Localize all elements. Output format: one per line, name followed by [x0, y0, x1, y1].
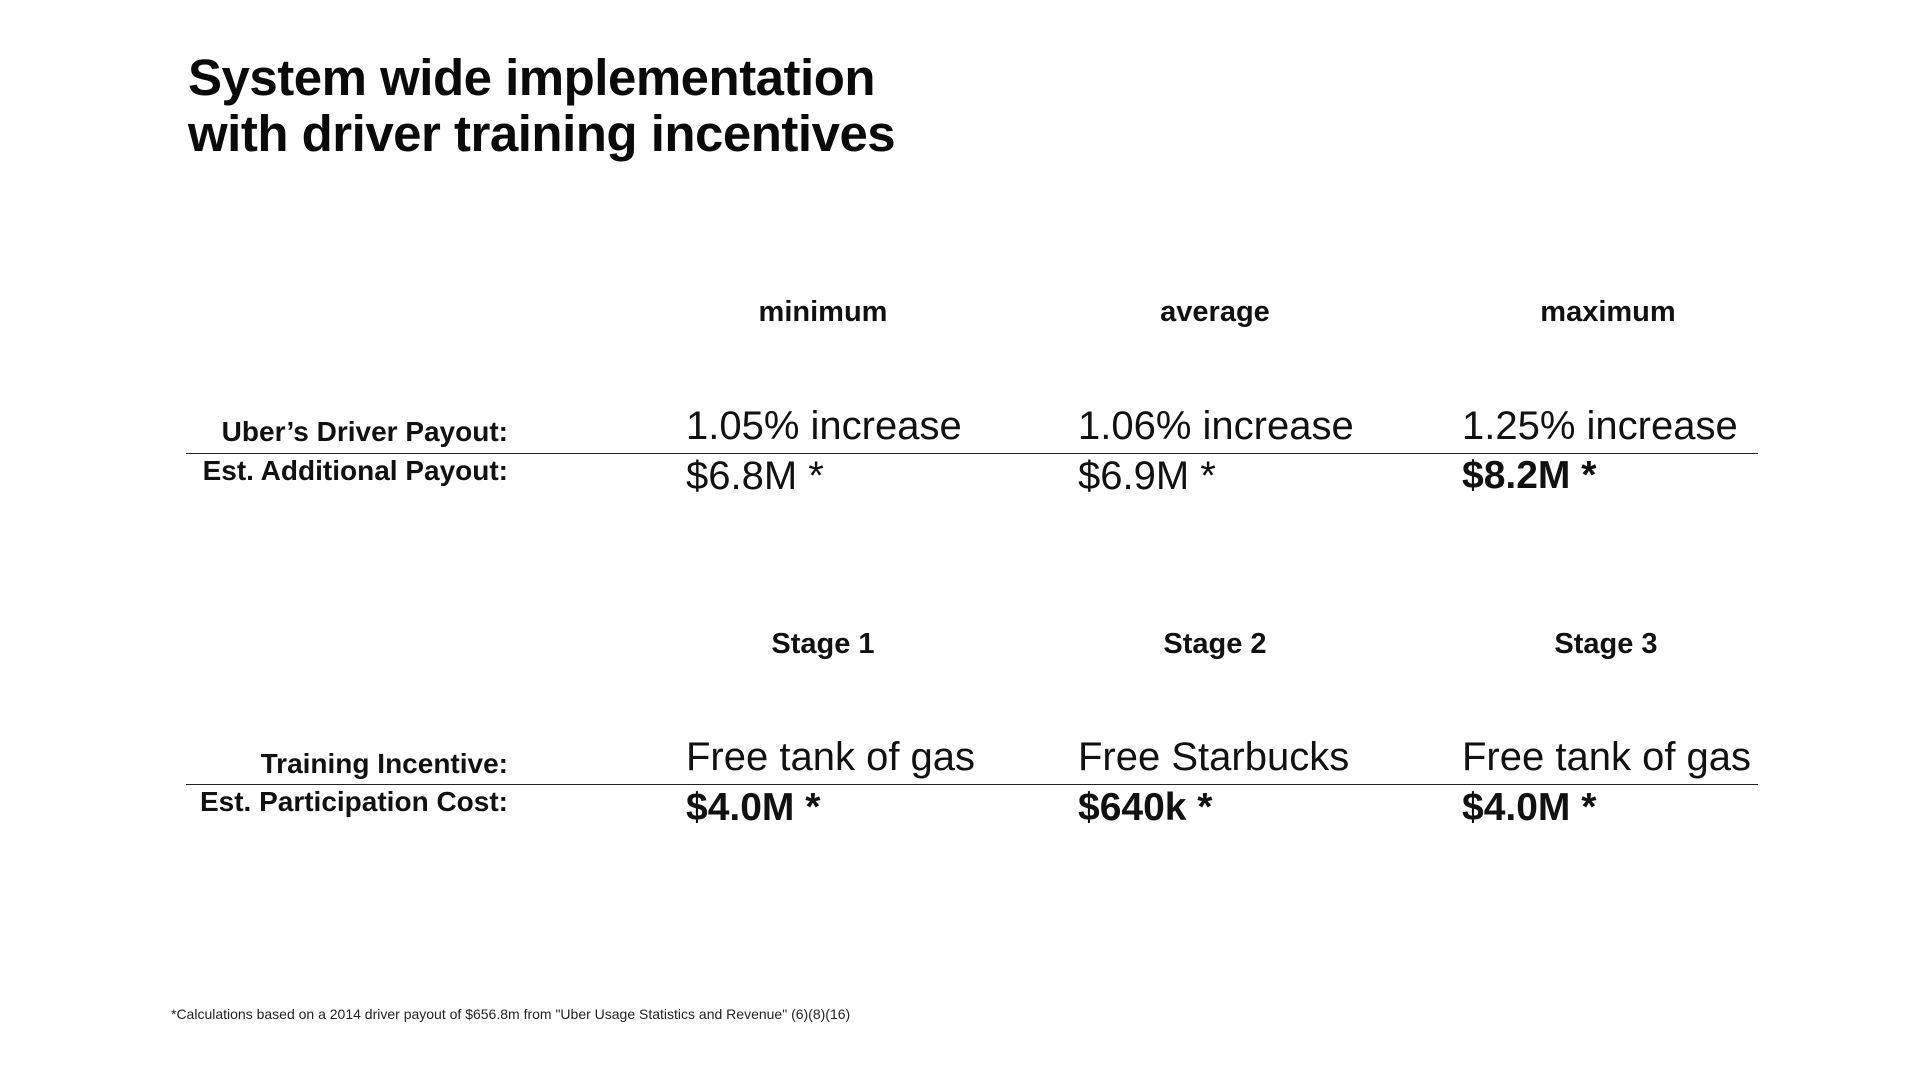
driver-payout-maximum: 1.25% increase: [1462, 404, 1738, 448]
row-label-additional-payout: Est. Additional Payout:: [202, 455, 508, 486]
training-incentive-stage-1: Free tank of gas: [686, 735, 976, 779]
participation-cost-stage-2: $640k *: [1078, 786, 1213, 829]
slide-title-line-2: with driver training incentives: [188, 105, 896, 162]
row-label-training-incentive: Training Incentive:: [260, 748, 508, 779]
payout-divider: [186, 453, 1758, 454]
incentive-divider: [186, 784, 1758, 785]
training-incentive-stage-3: Free tank of gas: [1462, 735, 1752, 779]
additional-payout-minimum: $6.8M *: [686, 454, 824, 498]
incentive-header-stage-2: Stage 2: [1163, 628, 1267, 660]
incentive-header-stage-3: Stage 3: [1554, 628, 1658, 660]
slide-title-line-1: System wide implementation: [188, 49, 876, 106]
row-label-participation-cost: Est. Participation Cost:: [199, 786, 508, 817]
additional-payout-maximum: $8.2M *: [1462, 454, 1597, 497]
additional-payout-average: $6.9M *: [1078, 454, 1216, 498]
driver-payout-average: 1.06% increase: [1078, 404, 1354, 448]
payout-header-minimum: minimum: [758, 296, 888, 328]
participation-cost-stage-3: $4.0M *: [1462, 786, 1597, 829]
incentive-header-stage-1: Stage 1: [771, 628, 875, 660]
footnote: *Calculations based on a 2014 driver pay…: [171, 1006, 851, 1022]
participation-cost-stage-1: $4.0M *: [686, 786, 821, 829]
payout-header-average: average: [1160, 296, 1270, 328]
payout-header-maximum: maximum: [1540, 296, 1676, 328]
driver-payout-minimum: 1.05% increase: [686, 404, 962, 448]
row-label-driver-payout: Uber’s Driver Payout:: [221, 416, 508, 447]
training-incentive-stage-2: Free Starbucks: [1078, 735, 1350, 779]
slide-title: System wide implementation with driver t…: [188, 49, 896, 162]
